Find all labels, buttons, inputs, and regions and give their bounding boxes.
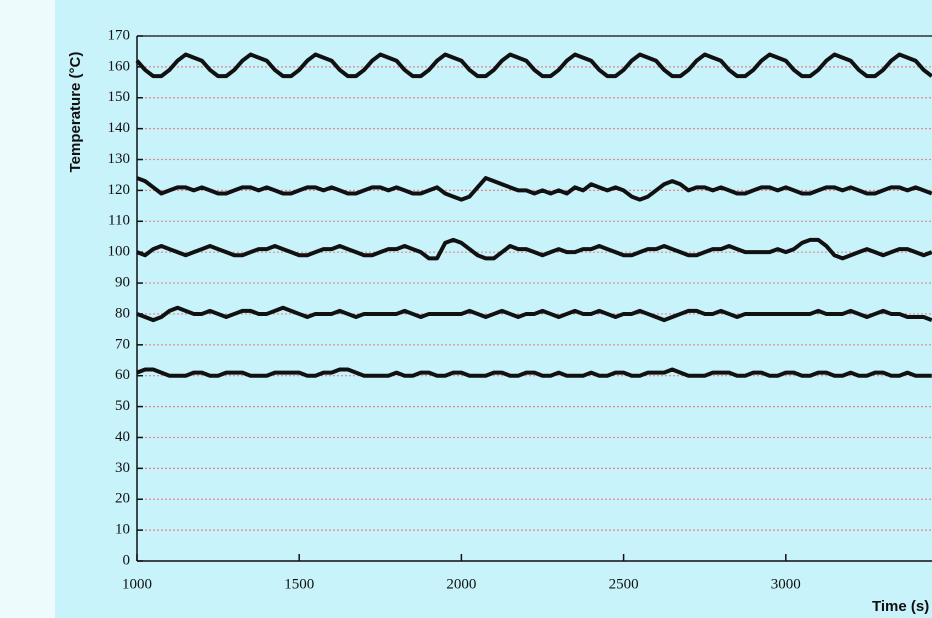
x-tick-label: 3000 [771,576,801,592]
y-tick-label: 70 [115,336,130,352]
y-axis-label: Temperature (°C) [67,52,84,173]
y-tick-label: 120 [108,182,131,198]
y-tick-label: 20 [115,491,130,507]
y-tick-label: 40 [115,429,130,445]
data-line [136,176,932,202]
y-tick-label: 0 [123,552,131,568]
y-tick-label: 50 [115,398,130,414]
y-tick-label: 60 [115,367,130,383]
plot-background [55,0,932,618]
data-line [136,237,932,261]
y-tick-label: 10 [115,522,130,538]
x-tick-label: 2000 [446,576,476,592]
y-tick-label: 150 [108,89,131,105]
y-tick-label: 100 [108,244,131,260]
y-tick-label: 30 [115,460,130,476]
y-tick-label: 80 [115,305,130,321]
y-tick-label: 140 [108,120,131,136]
x-tick-label: 1000 [122,576,152,592]
data-line [136,367,932,378]
y-tick-label: 110 [108,213,130,229]
data-line [135,52,932,79]
x-tick-label: 2500 [609,576,639,592]
y-tick-label: 160 [108,58,131,74]
x-axis-label: Time (s) [872,598,929,615]
y-tick-label: 90 [115,274,130,290]
y-tick-label: 170 [108,27,131,43]
data-line [136,305,932,323]
x-tick-label: 1500 [284,576,314,592]
y-tick-label: 130 [108,151,131,167]
